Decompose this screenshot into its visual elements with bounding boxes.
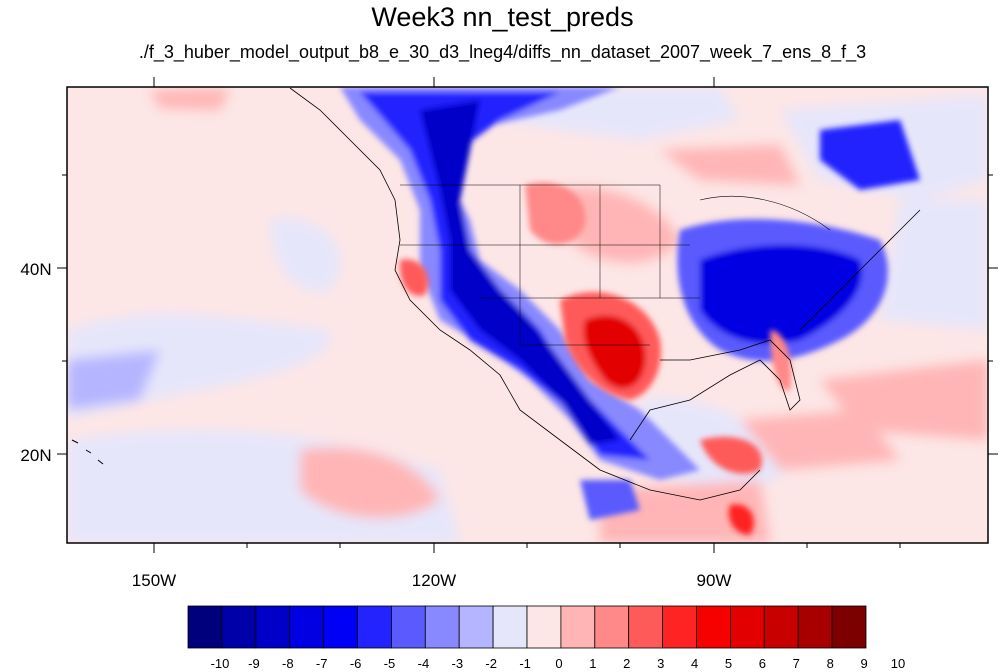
colorbar-tick-label: -10 <box>211 656 230 671</box>
colorbar-swatch <box>560 605 596 649</box>
colorbar-tick-label: 3 <box>657 656 664 671</box>
colorbar-swatch <box>831 605 867 649</box>
lon-label-150w: 150W <box>132 571 176 590</box>
lon-label-120w: 120W <box>412 571 456 590</box>
colorbar-swatch <box>730 605 765 649</box>
colorbar-tick-label: -2 <box>485 656 497 671</box>
colorbar-swatch <box>696 605 731 649</box>
colorbar-swatch <box>797 605 833 649</box>
coastlines <box>71 87 921 501</box>
atlantic-coastline <box>799 209 921 331</box>
colorbar-swatch <box>357 605 392 649</box>
colorbar-tick-label: -5 <box>384 656 396 671</box>
colorbar-swatch <box>662 605 697 649</box>
map-title: Week3 nn_test_preds <box>371 2 634 32</box>
colorbar-tick-label: 1 <box>589 656 596 671</box>
colorbar-swatch <box>221 605 257 649</box>
gulf-coastline <box>629 339 801 441</box>
colorbar-tick-label: 5 <box>725 656 732 671</box>
colorbar-tick-label: -6 <box>350 656 362 671</box>
colorbar-tick-label: -7 <box>316 656 328 671</box>
colorbar-swatch <box>594 605 630 649</box>
pacific-coastline <box>289 87 761 501</box>
colorbar-swatch <box>323 605 358 649</box>
colorbar-tick-label: -9 <box>248 656 260 671</box>
colorbar-tick-label: -4 <box>418 656 430 671</box>
colorbar-swatch <box>424 605 460 649</box>
axis-ticks <box>57 77 998 553</box>
colorbar-tick-label: 0 <box>555 656 562 671</box>
state-borders <box>400 184 700 346</box>
colorbar-tick-label: 7 <box>793 656 800 671</box>
map-field <box>67 87 988 543</box>
colorbar-tick-label: 4 <box>691 656 698 671</box>
colorbar: -10 -9 -8 -7 -6 -5 -4 -3 -2 -1 0 1 2 3 4 5 6 7 8 9 10 <box>187 605 905 671</box>
colorbar-tick-label: -1 <box>519 656 531 671</box>
colorbar-tick-label: 8 <box>827 656 834 671</box>
colorbar-swatch <box>763 605 799 649</box>
colorbar-swatch <box>458 605 494 649</box>
colorbar-tick-label: 9 <box>860 656 867 671</box>
colorbar-tick-label: 6 <box>759 656 766 671</box>
hawaii-islands <box>71 439 104 465</box>
colorbar-tick-label: 10 <box>891 656 905 671</box>
colorbar-swatch <box>289 605 325 649</box>
colorbar-swatch <box>492 605 528 649</box>
lon-label-90w: 90W <box>697 571 732 590</box>
colorbar-swatch <box>255 605 291 649</box>
lat-label-40n: 40N <box>20 260 51 279</box>
colorbar-tick-label: -3 <box>452 656 464 671</box>
colorbar-tick-label: -8 <box>282 656 294 671</box>
lat-label-20n: 20N <box>20 446 51 465</box>
colorbar-swatch <box>628 605 664 649</box>
colorbar-swatch <box>526 605 562 649</box>
colorbar-swatch <box>390 605 426 649</box>
great-lakes <box>699 195 831 231</box>
colorbar-tick-label: 2 <box>623 656 630 671</box>
colorbar-swatch <box>187 605 223 649</box>
map-subtitle: ./f_3_huber_model_output_b8_e_30_d3_lneg… <box>138 42 867 62</box>
